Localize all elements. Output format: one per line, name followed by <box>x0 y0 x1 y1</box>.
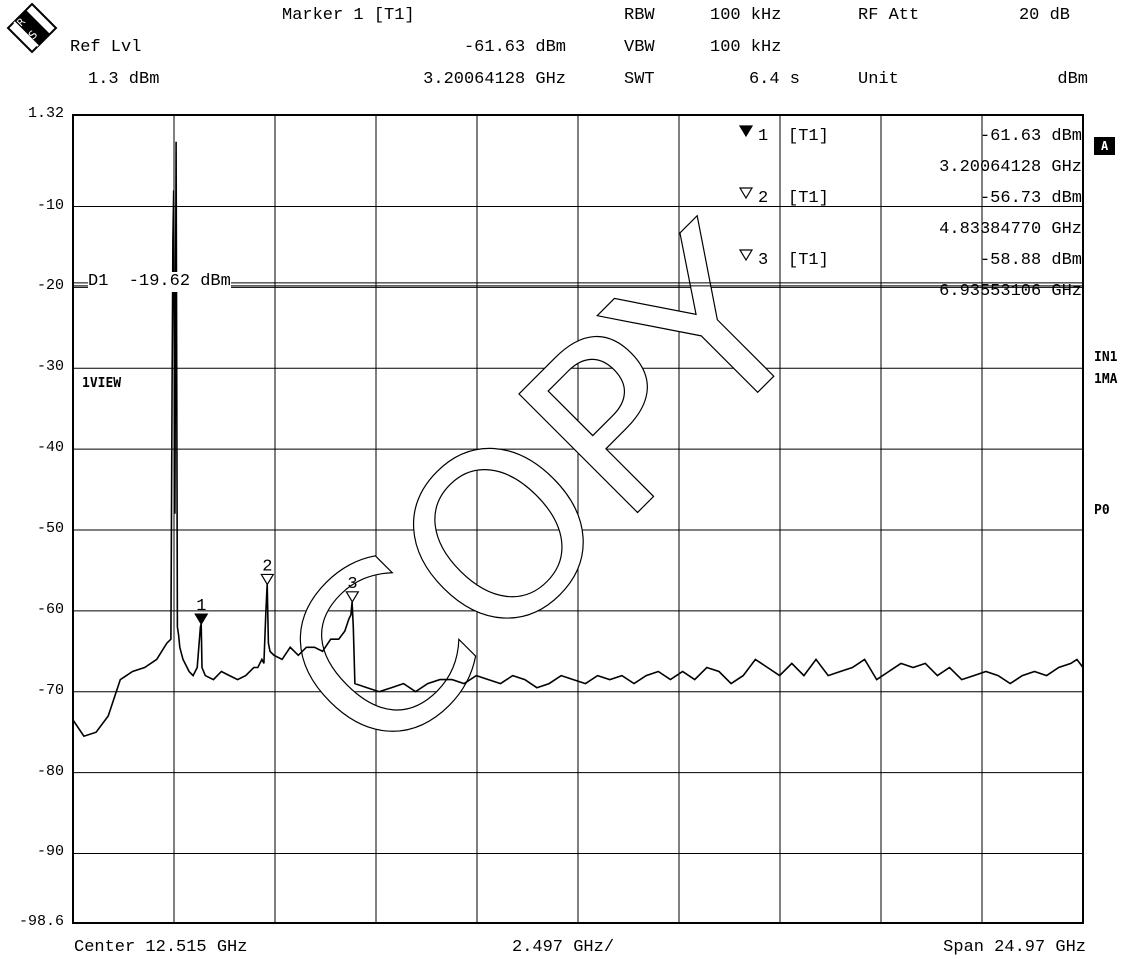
marker-1-symbol <box>194 613 209 626</box>
display-line-label: D1 -19.62 dBm <box>88 272 231 292</box>
marker-title: Marker 1 [T1] <box>282 6 415 25</box>
marker-table-symbol <box>738 125 754 138</box>
marker-3-symbol <box>345 591 360 603</box>
rohde-schwarz-logo: R S <box>6 2 58 54</box>
y-tick-label: -30 <box>36 358 64 376</box>
display-line <box>73 282 1083 287</box>
marker-frequency: 3.20064128 GHz <box>423 70 566 89</box>
plot-frame <box>72 114 1084 924</box>
y-tick-label: -40 <box>36 439 64 457</box>
rbw-label: RBW <box>624 6 655 25</box>
preamp-label: P0 <box>1094 503 1110 518</box>
marker-2-symbol <box>260 573 275 586</box>
span-per-division: 2.497 GHz/ <box>512 938 615 957</box>
y-tick-label: -90 <box>36 843 64 861</box>
marker-table-frequency: 3.20064128 GHz <box>939 158 1082 177</box>
marker-1-label: 1 <box>196 597 206 616</box>
marker-table-number: 1 <box>758 127 768 146</box>
marker-level: -61.63 dBm <box>463 38 566 57</box>
marker-table: 1 [T1] -61.63 dBm 3.20064128 GHz 2 [T1] -56.73… <box>738 125 1082 301</box>
marker-2-label: 2 <box>262 557 272 576</box>
ref-level-label: Ref Lvl <box>70 38 142 57</box>
y-tick-label: -10 <box>36 196 64 214</box>
marker-table-number: 3 <box>758 251 768 270</box>
unit-label: Unit <box>858 70 899 89</box>
marker-table-frequency: 4.83384770 GHz <box>939 220 1082 239</box>
marker-table-trace: [T1] <box>788 127 829 146</box>
trace-line <box>72 141 1084 738</box>
trace-a-badge: A <box>1094 137 1116 155</box>
copy-watermark: COPY <box>230 184 855 809</box>
rf-att-label: RF Att <box>858 6 920 25</box>
marker-table-level: -58.88 dBm <box>980 251 1082 270</box>
marker-3-label: 3 <box>347 575 357 594</box>
vbw-value: 100 kHz <box>710 38 782 57</box>
span: Span 24.97 GHz <box>943 938 1086 957</box>
marker-table-level: -61.63 dBm <box>980 127 1082 146</box>
trace-view-label: 1VIEW <box>82 376 122 391</box>
y-tick-label: -50 <box>36 519 64 537</box>
mode-label: 1MA <box>1094 372 1118 387</box>
y-tick-label: -60 <box>36 600 64 618</box>
marker-symbols: 1 2 3 <box>194 557 360 626</box>
center-frequency: Center 12.515 GHz <box>74 938 248 957</box>
swt-label: SWT <box>624 70 655 89</box>
vbw-label: VBW <box>624 38 655 57</box>
marker-table-trace: [T1] <box>788 251 829 270</box>
y-tick-label: -20 <box>36 277 64 295</box>
marker-table-trace: [T1] <box>788 189 829 208</box>
y-tick-label: -98.6 <box>18 913 64 930</box>
marker-table-frequency: 6.93553106 GHz <box>939 282 1082 301</box>
marker-table-number: 2 <box>758 189 768 208</box>
swt-value: 6.4 s <box>748 70 800 89</box>
y-tick-label: 1.32 <box>27 105 64 122</box>
y-tick-label: -70 <box>36 681 64 699</box>
y-tick-label: -80 <box>36 762 64 780</box>
input-label: IN1 <box>1094 350 1118 365</box>
rbw-value: 100 kHz <box>710 6 782 25</box>
rf-att-value: 20 dB <box>1018 6 1070 25</box>
marker-table-symbol <box>738 249 754 262</box>
unit-value: dBm <box>1057 70 1088 89</box>
marker-table-symbol <box>738 187 754 200</box>
marker-table-level: -56.73 dBm <box>980 189 1082 208</box>
ref-level-value: 1.3 dBm <box>88 70 160 89</box>
